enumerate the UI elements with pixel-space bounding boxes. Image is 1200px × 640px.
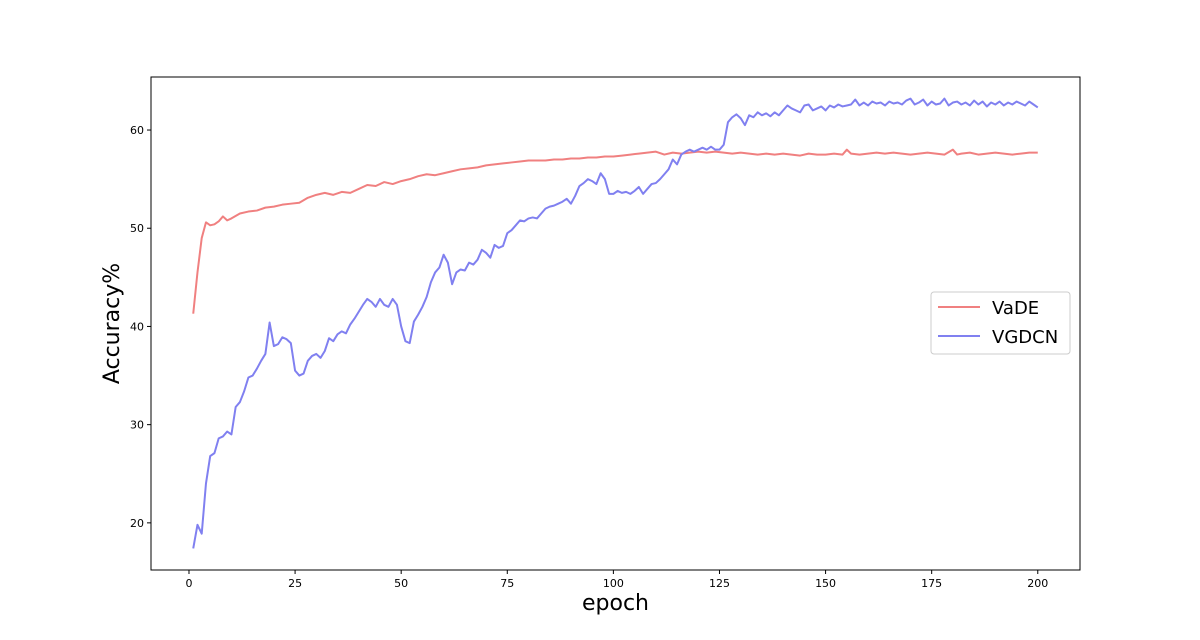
y-tick-label: 50 xyxy=(130,222,144,235)
series-line-vgdcn xyxy=(192,97,1039,549)
plot-frame xyxy=(150,76,1081,571)
y-tick-label: 20 xyxy=(130,517,144,530)
y-axis-label: Accuracy% xyxy=(100,263,125,384)
x-tick-label: 75 xyxy=(500,577,514,590)
x-tick-label: 125 xyxy=(709,577,730,590)
x-tick-label: 50 xyxy=(394,577,408,590)
y-tick-label: 40 xyxy=(130,320,144,333)
y-axis: 20 30 40 50 60 xyxy=(130,124,151,530)
y-tick-label: 30 xyxy=(130,419,144,432)
x-tick-label: 100 xyxy=(603,577,624,590)
y-tick-label: 60 xyxy=(130,124,144,137)
series-layer xyxy=(192,97,1039,549)
x-axis: 0 25 50 75 100 125 150 175 200 xyxy=(185,570,1048,590)
legend-label-vade: VaDE xyxy=(992,298,1039,319)
series-line-vade xyxy=(192,148,1038,314)
x-tick-label: 175 xyxy=(921,577,942,590)
x-tick-label: 25 xyxy=(288,577,302,590)
x-tick-label: 0 xyxy=(185,577,192,590)
legend-label-vgdcn: VGDCN xyxy=(992,327,1058,348)
x-tick-label: 200 xyxy=(1027,577,1048,590)
x-axis-label: epoch xyxy=(582,591,649,616)
legend: VaDE VGDCN xyxy=(930,291,1071,355)
x-tick-label: 150 xyxy=(815,577,836,590)
